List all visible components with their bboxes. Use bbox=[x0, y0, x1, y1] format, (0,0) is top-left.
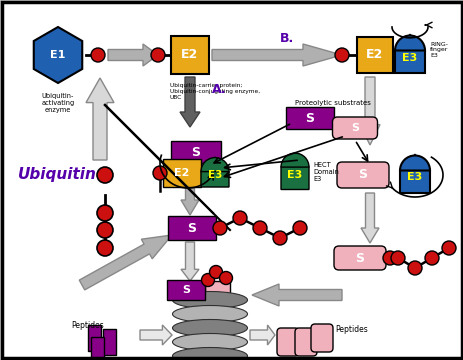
Circle shape bbox=[209, 266, 222, 279]
Polygon shape bbox=[79, 235, 172, 290]
Text: Peptides: Peptides bbox=[334, 325, 367, 334]
Text: E3: E3 bbox=[287, 170, 302, 180]
Polygon shape bbox=[360, 193, 378, 243]
Text: E2: E2 bbox=[174, 168, 189, 178]
Text: Ubiquitin-
activating
enzyme: Ubiquitin- activating enzyme bbox=[41, 93, 75, 113]
Text: E3: E3 bbox=[207, 170, 222, 180]
Polygon shape bbox=[399, 155, 429, 193]
Circle shape bbox=[97, 167, 113, 183]
Text: S: S bbox=[355, 252, 364, 265]
Text: HECT
Domain
E3: HECT Domain E3 bbox=[313, 162, 338, 182]
Ellipse shape bbox=[172, 320, 247, 337]
Ellipse shape bbox=[172, 333, 247, 351]
Circle shape bbox=[252, 221, 266, 235]
FancyBboxPatch shape bbox=[294, 328, 316, 356]
Bar bbox=[91, 337, 104, 360]
Polygon shape bbox=[394, 35, 424, 73]
Circle shape bbox=[334, 48, 348, 62]
Circle shape bbox=[424, 251, 438, 265]
Ellipse shape bbox=[172, 347, 247, 360]
Circle shape bbox=[390, 251, 404, 265]
Circle shape bbox=[382, 251, 396, 265]
Ellipse shape bbox=[172, 292, 247, 309]
Circle shape bbox=[97, 222, 113, 238]
Circle shape bbox=[97, 205, 113, 221]
Polygon shape bbox=[140, 325, 172, 345]
Polygon shape bbox=[181, 242, 199, 281]
Polygon shape bbox=[281, 153, 308, 189]
Polygon shape bbox=[108, 44, 158, 66]
FancyBboxPatch shape bbox=[333, 246, 385, 270]
FancyBboxPatch shape bbox=[336, 162, 388, 188]
Wedge shape bbox=[399, 156, 429, 171]
Text: Proteolytic substrates: Proteolytic substrates bbox=[294, 100, 370, 106]
Circle shape bbox=[219, 271, 232, 284]
Circle shape bbox=[213, 221, 226, 235]
Circle shape bbox=[272, 231, 287, 245]
Polygon shape bbox=[359, 77, 379, 145]
FancyBboxPatch shape bbox=[276, 328, 298, 356]
Polygon shape bbox=[212, 44, 341, 66]
Bar bbox=[171, 36, 208, 74]
Bar bbox=[103, 329, 116, 355]
Bar bbox=[285, 107, 333, 129]
Text: A.: A. bbox=[212, 83, 226, 96]
Text: S: S bbox=[187, 221, 196, 234]
Circle shape bbox=[97, 240, 113, 256]
Polygon shape bbox=[86, 78, 114, 160]
Wedge shape bbox=[394, 36, 424, 50]
Text: S: S bbox=[305, 112, 314, 125]
Polygon shape bbox=[200, 157, 229, 187]
Text: Ubiquitin-carrier protein;
Ubiquitin-conjugating enzyme,
UBC: Ubiquitin-carrier protein; Ubiquitin-con… bbox=[169, 83, 260, 100]
Polygon shape bbox=[181, 165, 199, 215]
Text: E1: E1 bbox=[50, 50, 66, 60]
Bar bbox=[163, 159, 200, 187]
Circle shape bbox=[153, 166, 167, 180]
Text: RING-
finger
E3: RING- finger E3 bbox=[429, 42, 447, 58]
Bar bbox=[205, 281, 230, 299]
Text: S: S bbox=[181, 285, 189, 295]
Circle shape bbox=[292, 221, 307, 235]
Text: E2: E2 bbox=[366, 49, 383, 62]
Text: E3: E3 bbox=[401, 53, 417, 63]
Bar bbox=[171, 141, 220, 163]
FancyBboxPatch shape bbox=[310, 324, 332, 352]
Text: S: S bbox=[191, 145, 200, 158]
Polygon shape bbox=[34, 27, 82, 83]
Bar bbox=[88, 325, 101, 351]
Wedge shape bbox=[200, 158, 229, 172]
Circle shape bbox=[407, 261, 421, 275]
Polygon shape bbox=[250, 325, 275, 345]
Bar bbox=[168, 216, 216, 240]
Circle shape bbox=[150, 48, 165, 62]
FancyBboxPatch shape bbox=[332, 117, 377, 139]
Text: Peptides: Peptides bbox=[71, 320, 104, 329]
Text: Ubiquitin: Ubiquitin bbox=[18, 167, 97, 183]
Text: E3: E3 bbox=[407, 172, 422, 182]
Polygon shape bbox=[251, 284, 341, 306]
Wedge shape bbox=[281, 153, 308, 167]
Circle shape bbox=[201, 274, 214, 287]
Bar bbox=[356, 37, 392, 73]
Polygon shape bbox=[180, 77, 200, 127]
Circle shape bbox=[232, 211, 246, 225]
Text: S: S bbox=[350, 123, 358, 133]
Ellipse shape bbox=[172, 306, 247, 323]
Text: B.: B. bbox=[279, 31, 294, 45]
Text: E2: E2 bbox=[181, 49, 198, 62]
Circle shape bbox=[91, 48, 105, 62]
Circle shape bbox=[441, 241, 455, 255]
Text: S: S bbox=[358, 168, 367, 181]
Bar bbox=[167, 280, 205, 300]
